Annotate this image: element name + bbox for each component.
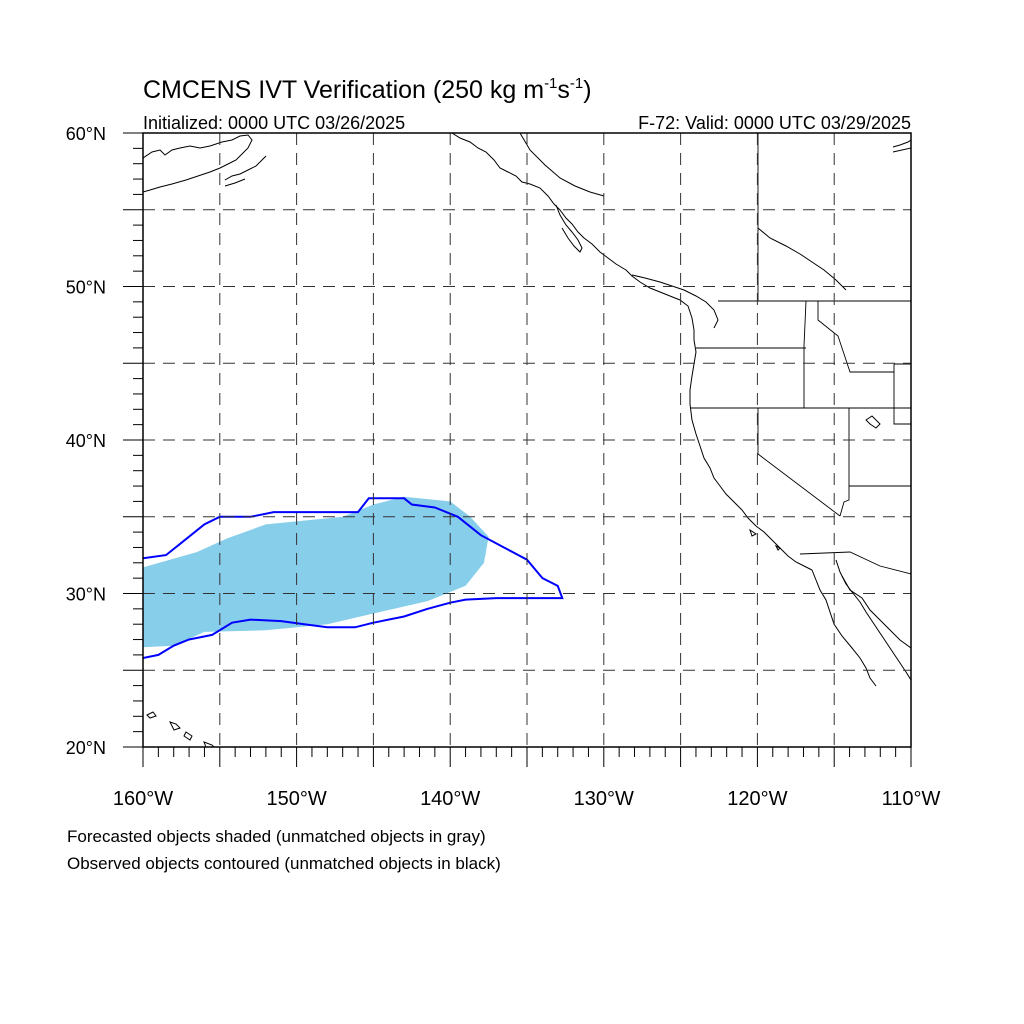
lat-label: 50°N bbox=[66, 278, 106, 298]
initialized-label: Initialized: 0000 UTC 03/26/2025 bbox=[143, 113, 405, 133]
political-borders bbox=[690, 133, 911, 575]
lat-label: 40°N bbox=[66, 431, 106, 451]
observed-note: Observed objects contoured (unmatched ob… bbox=[67, 854, 501, 873]
forecast-object-shading bbox=[143, 496, 489, 648]
lat-label: 30°N bbox=[66, 585, 106, 605]
coastlines bbox=[143, 133, 911, 747]
lat-label: 60°N bbox=[66, 124, 106, 144]
axis-ticks bbox=[123, 132, 912, 767]
lon-label: 110°W bbox=[882, 788, 941, 810]
lat-label: 20°N bbox=[66, 738, 106, 758]
latitude-labels: 20°N 30°N 40°N 50°N 60°N bbox=[66, 124, 106, 758]
map-title: CMCENS IVT Verification (250 kg m-1s-1) bbox=[143, 75, 592, 104]
lon-label: 140°W bbox=[420, 788, 480, 810]
forecast-note: Forecasted objects shaded (unmatched obj… bbox=[67, 827, 486, 846]
map-frame bbox=[142, 132, 912, 748]
lon-label: 160°W bbox=[113, 788, 173, 810]
valid-label: F-72: Valid: 0000 UTC 03/29/2025 bbox=[638, 113, 911, 133]
lon-label: 120°W bbox=[727, 788, 787, 810]
lon-label: 150°W bbox=[266, 788, 326, 810]
observed-object-contour bbox=[143, 497, 564, 659]
gridlines bbox=[143, 133, 911, 747]
lon-label: 130°W bbox=[574, 788, 634, 810]
longitude-labels: 160°W 150°W 140°W 130°W 120°W 110°W bbox=[113, 788, 941, 810]
